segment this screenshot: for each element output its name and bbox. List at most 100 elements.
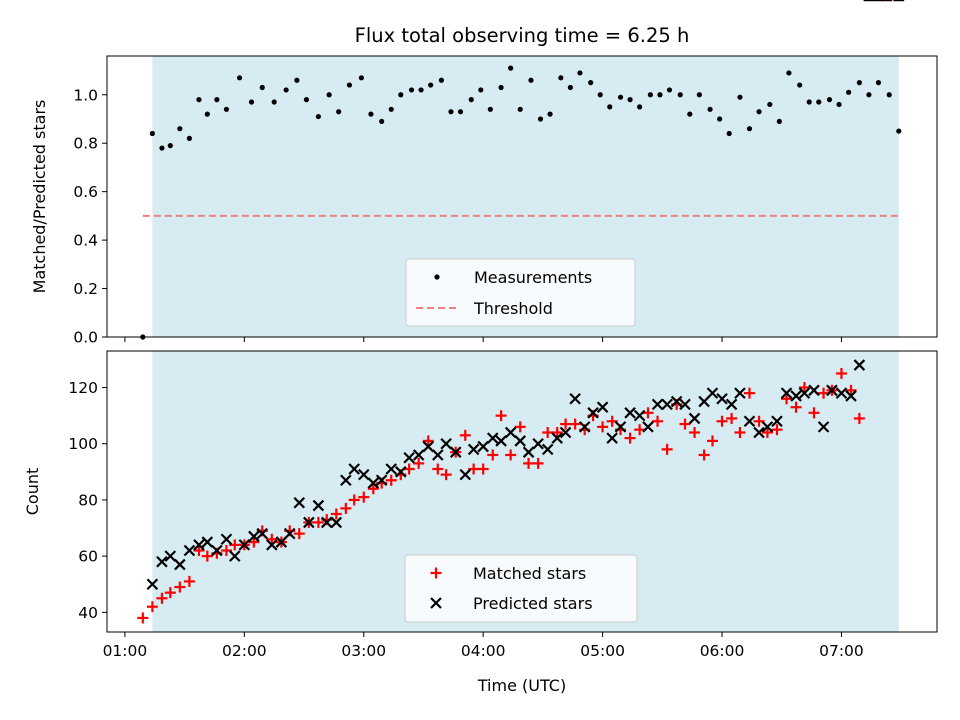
predicted-star-point — [532, 437, 544, 450]
matched-star-point — [726, 412, 738, 424]
measurement-point — [875, 80, 882, 86]
predicted-star-point — [845, 390, 857, 402]
predicted-star-point — [467, 443, 480, 456]
measurement-point — [537, 116, 544, 122]
x-tick-label: 03:00 — [341, 642, 386, 660]
predicted-star-point — [174, 558, 186, 571]
predicted-star-point — [330, 516, 343, 529]
predicted-star-point — [624, 407, 636, 419]
measurement-point — [567, 84, 573, 91]
matched-star-point — [624, 432, 636, 444]
measurement-point — [826, 97, 833, 103]
legend-matched-marker — [430, 567, 442, 579]
predicted-star-point — [790, 390, 802, 402]
matched-star-point — [432, 463, 444, 475]
measurement-point — [368, 111, 374, 117]
measurement-point — [149, 130, 155, 137]
y-tick-label: 0.8 — [73, 135, 98, 153]
matched-star-point — [174, 581, 186, 593]
ratio-y-ticks: 0.0 0.2 0.4 0.6 0.8 1.0 — [73, 86, 107, 347]
matched-stars-points — [137, 0, 905, 624]
predicted-star-point — [716, 392, 728, 405]
matched-star-point — [495, 410, 507, 422]
count-legend: Matched stars Predicted stars — [404, 554, 638, 623]
predicted-star-point — [725, 398, 738, 411]
measurement-point — [797, 82, 803, 88]
measurement-point — [408, 87, 415, 93]
predicted-star-point — [283, 527, 296, 540]
predicted-star-point — [679, 398, 691, 411]
matched-star-point — [220, 545, 232, 557]
count-legend-box — [404, 554, 638, 623]
chart-title: Flux total observing time = 6.25 h — [355, 24, 690, 47]
predicted-star-point — [559, 426, 572, 439]
measurement-point — [167, 143, 173, 149]
matched-star-point — [468, 463, 480, 475]
predicted-star-point — [835, 387, 848, 399]
matched-star-point — [164, 587, 176, 599]
matched-star-point — [790, 401, 802, 413]
predicted-star-point — [698, 395, 710, 408]
matched-star-point — [716, 415, 728, 427]
measurement-point — [776, 118, 782, 125]
x-tick-label: 06:00 — [700, 642, 745, 660]
measurement-point — [517, 106, 523, 112]
predicted-star-point — [156, 555, 168, 568]
predicted-star-point — [670, 395, 683, 408]
predicted-star-point — [688, 412, 701, 425]
matched-star-point — [330, 508, 342, 520]
predicted-star-point — [771, 415, 783, 428]
y-tick-label: 40 — [78, 604, 98, 622]
y-tick-label: 80 — [78, 491, 98, 509]
count-y-axis-label: Count — [23, 468, 42, 516]
measurement-point — [528, 77, 534, 83]
matched-star-point — [761, 426, 773, 438]
y-tick-label: 0.4 — [73, 232, 98, 250]
count-panel-frame — [106, 350, 938, 633]
y-tick-label: 0.6 — [73, 183, 98, 201]
predicted-star-point — [220, 533, 233, 546]
predicted-star-point — [596, 401, 609, 413]
measurements-points — [140, 65, 902, 340]
ratio-panel: 0.0 0.2 0.4 0.6 0.8 1.0 Matched/Predicted sta… — [30, 55, 938, 347]
measurement-point — [627, 97, 633, 103]
matched-star-point — [532, 457, 544, 469]
ratio-panel-frame — [106, 55, 938, 338]
measurement-point — [746, 126, 753, 132]
matched-star-point — [156, 592, 168, 604]
matched-star-point — [642, 407, 654, 419]
matched-star-point — [523, 457, 535, 469]
measurement-point — [379, 118, 385, 125]
predicted-star-point — [817, 421, 830, 433]
measurement-point — [186, 135, 193, 141]
measurement-point — [508, 65, 514, 71]
predicted-star-point — [642, 421, 654, 433]
measurement-point — [577, 70, 583, 76]
legend-measurements-marker — [434, 274, 440, 280]
matched-star-point — [634, 424, 646, 436]
legend-measurements-label: Measurements — [474, 268, 592, 287]
measurement-point — [558, 75, 564, 81]
ratio-y-axis-label: Matched/Predicted stars — [30, 100, 49, 294]
predicted-star-point — [146, 578, 159, 591]
predicted-stars-points — [146, 0, 904, 591]
matched-star-point — [440, 469, 452, 481]
matched-star-point — [551, 426, 563, 438]
predicted-star-point — [248, 530, 260, 543]
measurement-point — [597, 92, 603, 98]
matched-star-point — [312, 516, 324, 528]
measurement-point — [756, 109, 762, 115]
matched-star-point — [853, 412, 865, 424]
measurement-point — [398, 92, 404, 98]
predicted-star-point — [743, 415, 756, 428]
measurement-point — [707, 106, 713, 112]
matched-star-point — [798, 382, 810, 394]
measurement-point — [346, 82, 353, 88]
measurement-point — [214, 97, 220, 103]
measurement-point — [196, 97, 202, 103]
x-tick-label: 05:00 — [580, 642, 625, 660]
matched-star-point — [560, 418, 572, 430]
matched-star-point — [661, 443, 673, 455]
matched-star-point — [367, 483, 379, 495]
